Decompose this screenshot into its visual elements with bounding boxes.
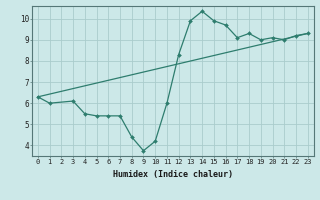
- X-axis label: Humidex (Indice chaleur): Humidex (Indice chaleur): [113, 170, 233, 179]
